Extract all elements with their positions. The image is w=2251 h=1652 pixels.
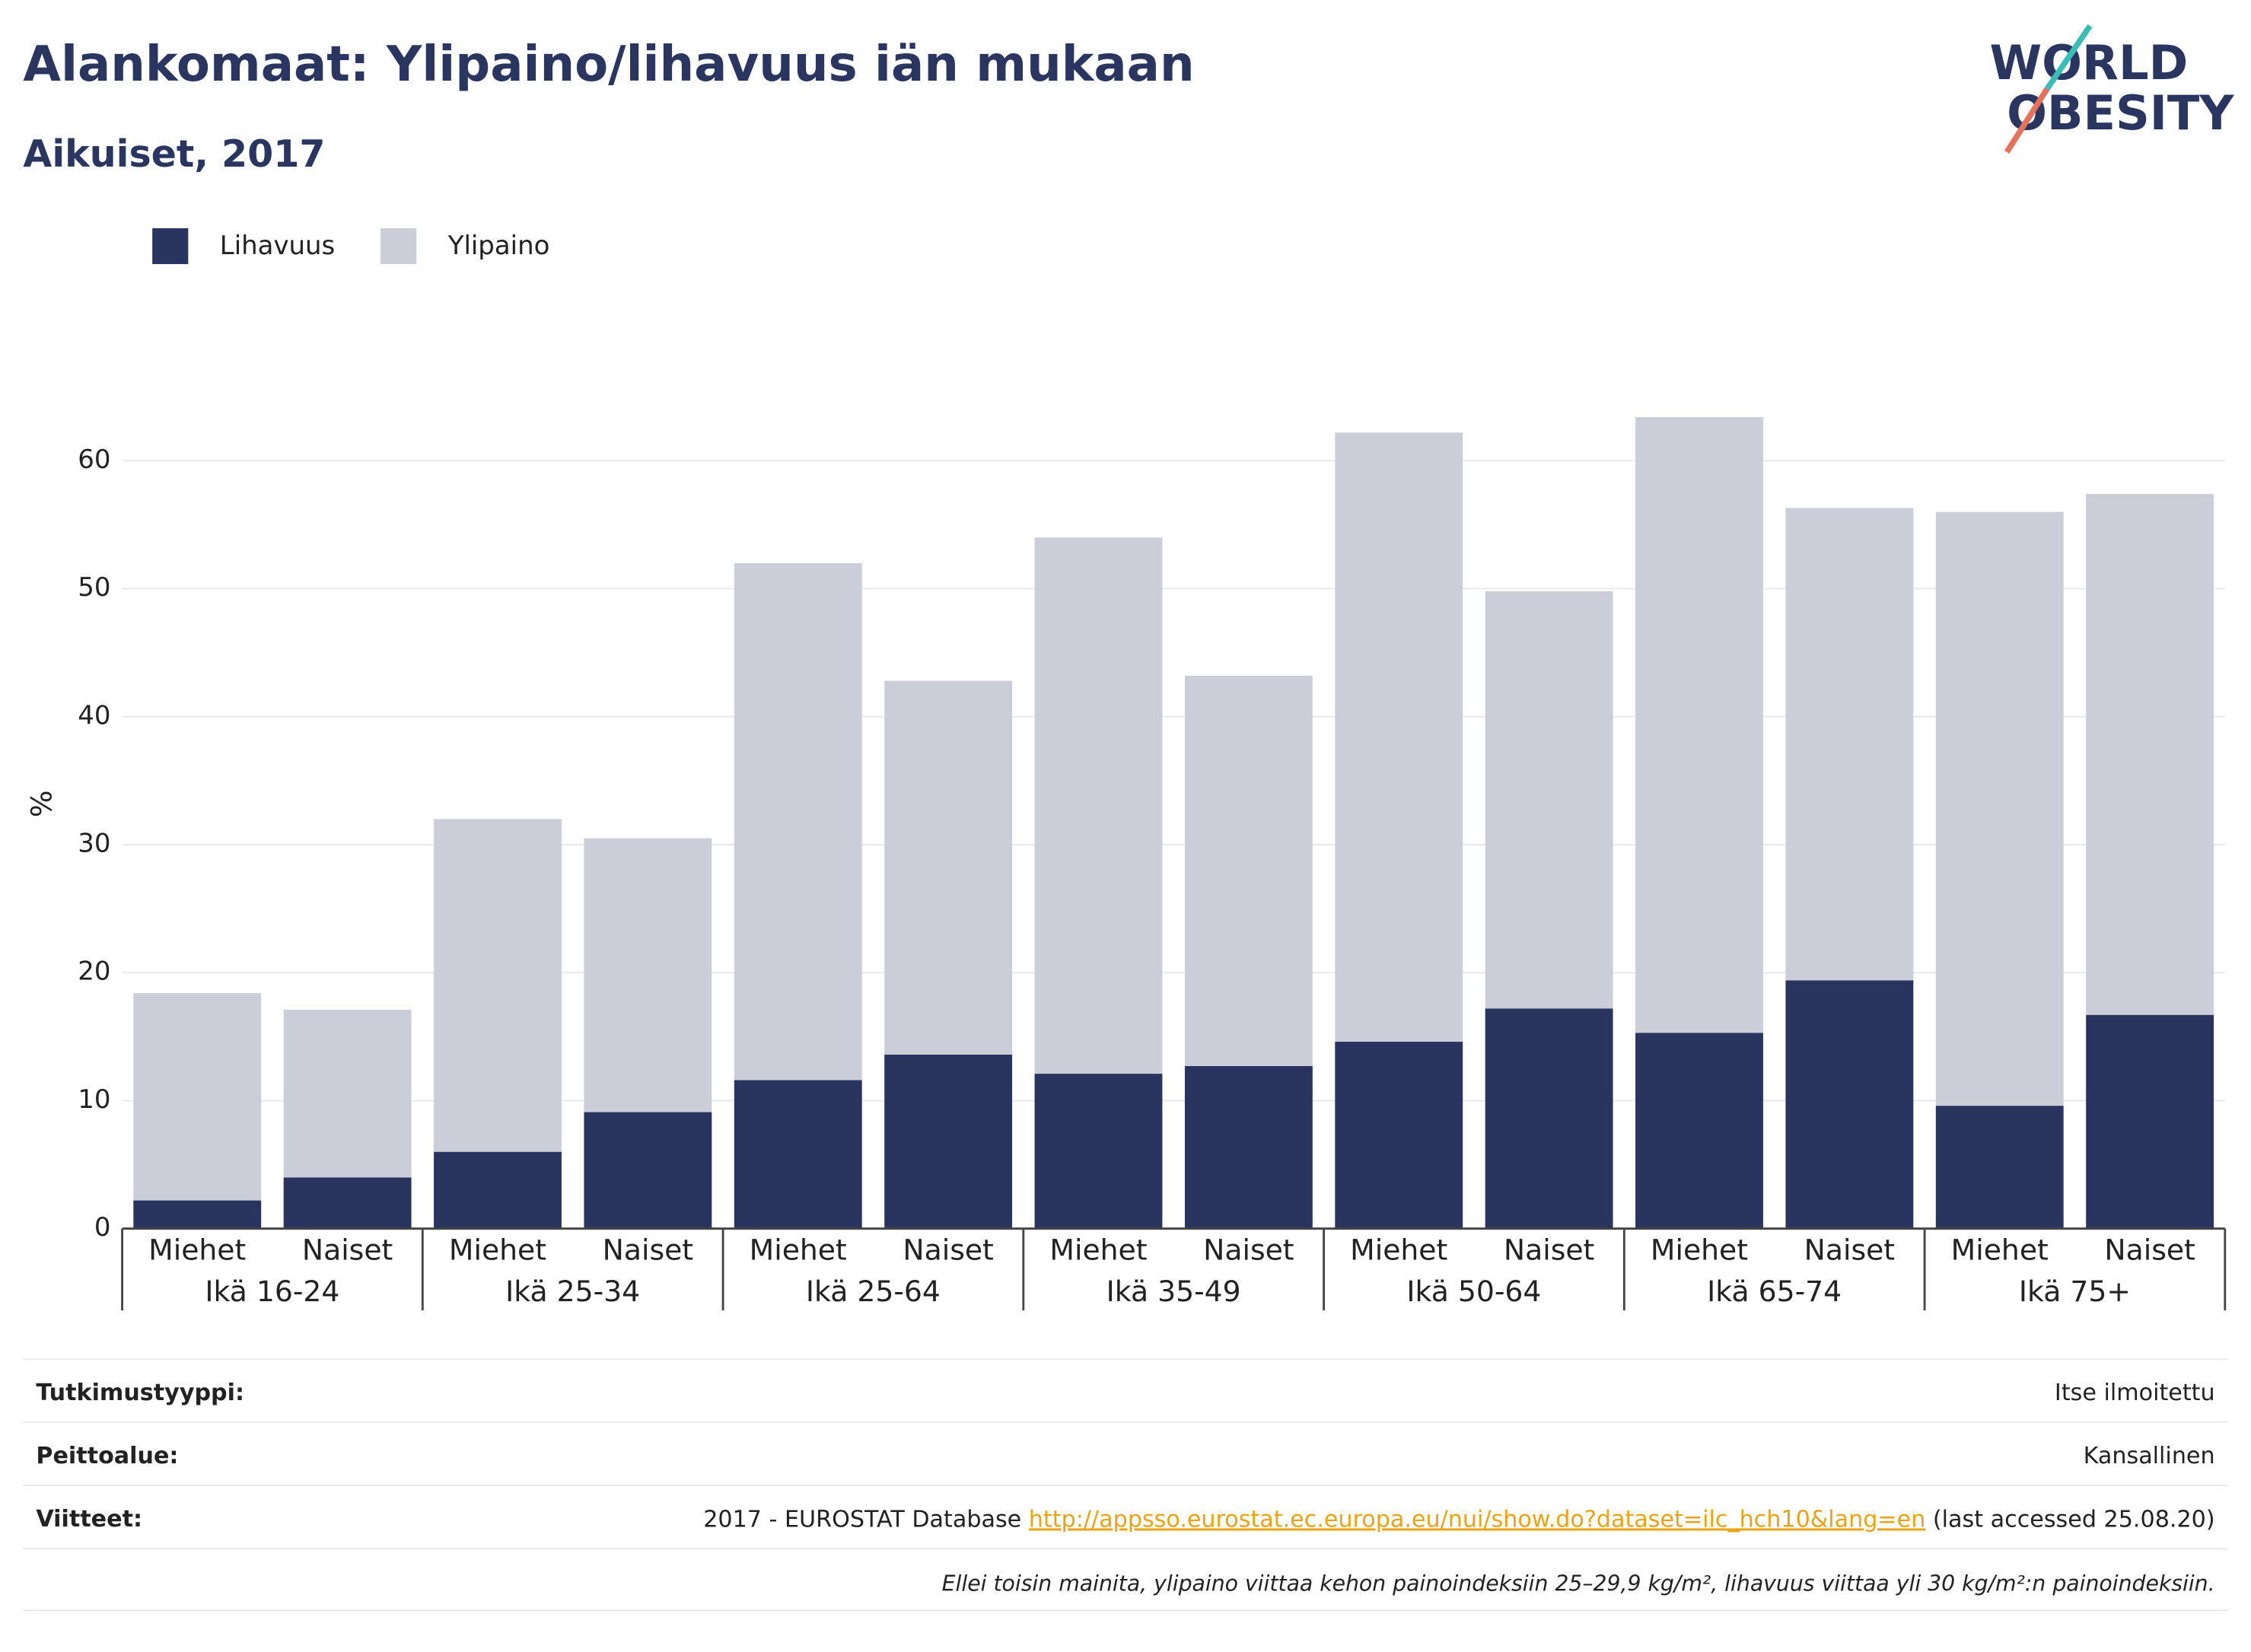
x-tick-label: Miehet — [1350, 1233, 1447, 1266]
y-tick-label: 30 — [78, 829, 110, 859]
bar — [1485, 590, 1613, 1009]
logo-slash — [2004, 87, 2050, 154]
bar — [1635, 1033, 1763, 1229]
bar — [2086, 1014, 2214, 1229]
bar — [434, 1151, 562, 1229]
x-tick-label: Miehet — [1049, 1233, 1147, 1266]
x-tick-label: Naiset — [1504, 1233, 1594, 1266]
y-tick-label: 60 — [78, 444, 110, 475]
bar — [2086, 494, 2214, 1015]
bar — [734, 562, 862, 1081]
x-tick-label: Naiset — [1804, 1233, 1895, 1266]
bar — [584, 1112, 712, 1229]
y-tick-label: 50 — [78, 572, 110, 603]
bar — [1785, 980, 1914, 1229]
bar — [1485, 1008, 1613, 1229]
bar — [133, 993, 262, 1201]
footer: Tutkimustyyppi: Itse ilmoitettu Peittoal… — [23, 1358, 2228, 1612]
legend-label: Lihavuus — [220, 231, 335, 261]
group-label: Ikä 35-49 — [1106, 1275, 1241, 1308]
x-tick-label: Miehet — [148, 1233, 246, 1266]
bar — [734, 1080, 862, 1229]
logo: WORLD OBESITY — [1989, 24, 2234, 154]
footer-note: Ellei toisin mainita, ylipaino viittaa k… — [942, 1571, 2215, 1596]
x-tick-label: Naiset — [302, 1233, 393, 1266]
chart-title: Alankomaat: Ylipaino/lihavuus iän mukaan — [23, 36, 1194, 93]
bar — [584, 838, 712, 1112]
y-tick-label: 40 — [78, 700, 110, 731]
bar — [1935, 1106, 2064, 1229]
chart-subtitle: Aikuiset, 2017 — [23, 132, 325, 176]
group-label: Ikä 75+ — [2019, 1275, 2131, 1308]
x-tick-label: Naiset — [903, 1233, 993, 1266]
bar — [1935, 511, 2064, 1106]
x-tick-label: Miehet — [1651, 1233, 1748, 1266]
group-label: Ikä 25-34 — [505, 1275, 640, 1308]
bar — [133, 1200, 262, 1229]
logo-text: WORLD — [1989, 35, 2188, 91]
bar — [1335, 432, 1463, 1042]
bar — [884, 1054, 1013, 1229]
y-tick-label: 20 — [78, 957, 110, 987]
bar — [1034, 537, 1163, 1074]
x-tick-label: Miehet — [1951, 1233, 2049, 1266]
reference-link[interactable]: http://appsso.eurostat.ec.europa.eu/nui/… — [1029, 1506, 1926, 1533]
group-label: Ikä 50-64 — [1406, 1275, 1541, 1308]
bar — [283, 1177, 412, 1229]
legend-swatch — [380, 228, 417, 265]
reference-text: 2017 - EUROSTAT Database — [703, 1506, 1029, 1533]
footer-value: Kansallinen — [2084, 1443, 2215, 1469]
x-tick-label: Miehet — [750, 1233, 847, 1266]
x-tick-label: Naiset — [2104, 1233, 2195, 1266]
reference-text: (last accessed 25.08.20) — [1925, 1506, 2214, 1533]
bar — [1635, 417, 1763, 1033]
legend-label: Ylipaino — [447, 231, 550, 261]
bar — [434, 819, 562, 1152]
y-tick-label: 10 — [78, 1084, 110, 1115]
bar — [283, 1009, 412, 1178]
bar — [1184, 675, 1313, 1066]
group-label: Ikä 25-64 — [806, 1275, 941, 1308]
bar — [884, 680, 1013, 1055]
footer-value: 2017 - EUROSTAT Database http://appsso.e… — [703, 1506, 2214, 1533]
legend-swatch — [152, 228, 189, 265]
y-axis-label: % — [24, 790, 58, 817]
footer-label: Tutkimustyyppi: — [36, 1380, 244, 1406]
logo-slash — [2044, 24, 2093, 91]
x-tick-label: Naiset — [1203, 1233, 1294, 1266]
group-label: Ikä 16-24 — [205, 1275, 339, 1308]
bar — [1335, 1042, 1463, 1229]
footer-label: Viitteet: — [36, 1506, 142, 1533]
x-tick-label: Naiset — [603, 1233, 693, 1266]
bar — [1034, 1074, 1163, 1229]
footer-value: Itse ilmoitettu — [2055, 1380, 2215, 1406]
bar — [1785, 508, 1914, 981]
footer-label: Peittoalue: — [36, 1443, 178, 1469]
bar — [1184, 1065, 1313, 1229]
group-label: Ikä 65-74 — [1707, 1275, 1842, 1308]
x-tick-label: Miehet — [449, 1233, 546, 1266]
y-tick-label: 0 — [94, 1212, 111, 1243]
